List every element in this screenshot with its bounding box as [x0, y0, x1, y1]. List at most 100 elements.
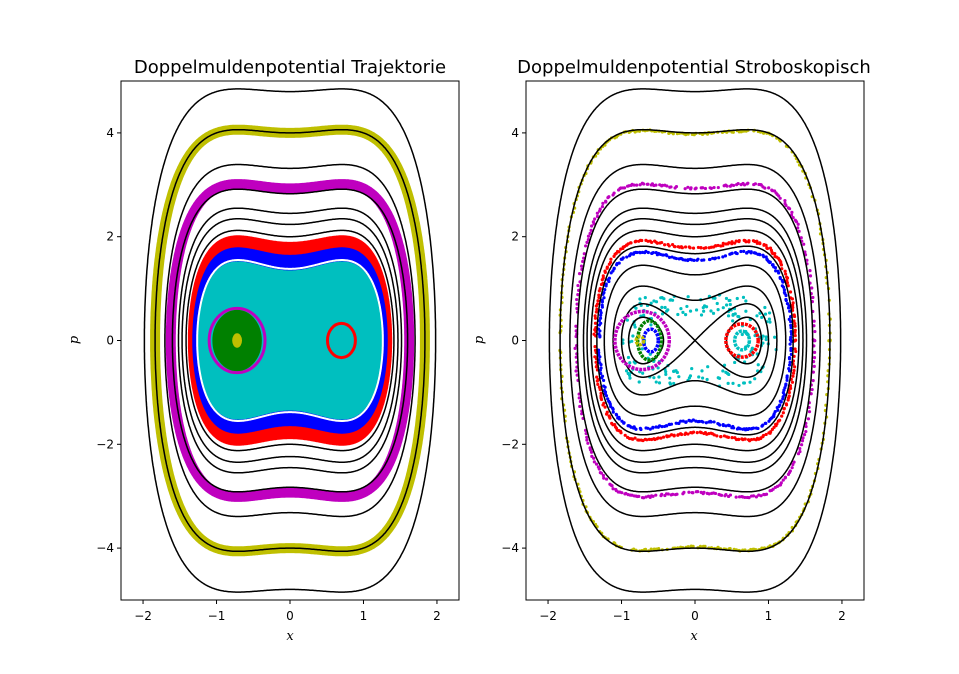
poincare-point	[646, 250, 650, 255]
poincare-point	[763, 186, 767, 190]
poincare-point	[605, 265, 609, 269]
energy-contour	[185, 229, 395, 452]
poincare-point	[725, 303, 729, 307]
poincare-point	[748, 380, 752, 384]
poincare-point	[574, 369, 578, 373]
poincare-point	[674, 184, 679, 189]
poincare-point	[640, 238, 644, 243]
poincare-point	[694, 490, 698, 494]
poincare-point	[656, 366, 660, 370]
poincare-point	[599, 321, 603, 325]
poincare-point	[713, 296, 717, 300]
poincare-point	[768, 260, 772, 264]
poincare-point	[616, 416, 620, 420]
poincare-point	[598, 287, 602, 291]
poincare-point	[660, 240, 664, 245]
poincare-island	[635, 319, 663, 362]
poincare-point	[773, 266, 778, 270]
poincare-point	[791, 462, 795, 467]
poincare-point	[796, 226, 800, 230]
poincare-point	[654, 380, 658, 384]
poincare-point	[667, 255, 672, 259]
poincare-point	[811, 295, 815, 300]
poincare-point	[575, 306, 579, 311]
poincare-point	[647, 437, 651, 441]
poincare-point	[764, 335, 768, 339]
poincare-point	[782, 407, 786, 411]
poincare-point	[737, 315, 741, 319]
energy-contour	[596, 245, 794, 436]
poincare-point	[646, 182, 650, 186]
poincare-point	[773, 335, 777, 339]
poincare-point	[649, 323, 653, 327]
poincare-point	[672, 381, 676, 386]
x-tick-label: −2	[539, 609, 557, 623]
poincare-point	[790, 297, 795, 301]
poincare-point	[657, 381, 662, 385]
poincare-point	[807, 410, 812, 414]
poincare-point	[780, 414, 784, 418]
poincare-point	[713, 256, 718, 260]
poincare-point	[740, 437, 744, 441]
poincare-point	[764, 337, 768, 342]
poincare-point	[728, 298, 732, 303]
poincare-point	[604, 282, 608, 286]
poincare-point	[760, 315, 764, 320]
poincare-point	[611, 487, 615, 491]
plot-area	[143, 88, 437, 593]
poincare-point	[777, 194, 781, 198]
poincare-point	[588, 446, 592, 450]
poincare-point	[781, 478, 785, 482]
poincare-point	[787, 369, 792, 373]
poincare-point	[590, 454, 594, 458]
poincare-point	[650, 240, 654, 244]
poincare-point	[705, 491, 709, 495]
poincare-point	[702, 304, 707, 308]
poincare-point	[665, 434, 669, 438]
poincare-point	[581, 259, 585, 264]
poincare-point	[632, 323, 637, 327]
poincare-point	[683, 187, 687, 191]
poincare-point	[598, 316, 603, 320]
poincare-point	[786, 284, 790, 288]
poincare-point	[685, 304, 689, 309]
poincare-point	[804, 424, 808, 429]
poincare-point	[767, 311, 772, 315]
poincare-point	[745, 495, 749, 500]
poincare-point	[789, 348, 793, 353]
poincare-point	[813, 329, 817, 334]
poincare-point	[593, 321, 598, 325]
poincare-point	[742, 183, 747, 187]
poincare-point	[594, 360, 598, 364]
poincare-point	[773, 251, 777, 256]
poincare-point	[781, 280, 785, 284]
energy-contour	[171, 188, 409, 493]
poincare-point	[809, 392, 813, 396]
poincare-point	[723, 254, 728, 258]
x-tick-label: 1	[765, 609, 773, 623]
poincare-point	[781, 397, 785, 401]
poincare-point	[731, 130, 735, 134]
poincare-point	[726, 494, 731, 499]
poincare-point	[659, 436, 663, 440]
poincare-point	[791, 216, 795, 220]
poincare-island	[634, 334, 646, 347]
poincare-point	[574, 324, 578, 328]
poincare-point	[767, 317, 771, 321]
poincare-point	[765, 246, 770, 251]
poincare-point	[660, 312, 665, 316]
poincare-point	[721, 255, 725, 259]
poincare-point	[776, 419, 780, 423]
y-tick-label: −4	[501, 541, 519, 555]
poincare-point	[646, 494, 651, 498]
poincare-point	[794, 349, 798, 354]
poincare-point	[727, 241, 731, 245]
poincare-point	[793, 347, 797, 351]
energy-contour	[586, 218, 804, 463]
poincare-point	[644, 495, 648, 499]
energy-contour	[725, 316, 763, 365]
poincare-point	[593, 217, 597, 221]
poincare-point	[628, 361, 632, 365]
poincare-point	[694, 419, 698, 423]
poincare-point	[608, 482, 612, 486]
